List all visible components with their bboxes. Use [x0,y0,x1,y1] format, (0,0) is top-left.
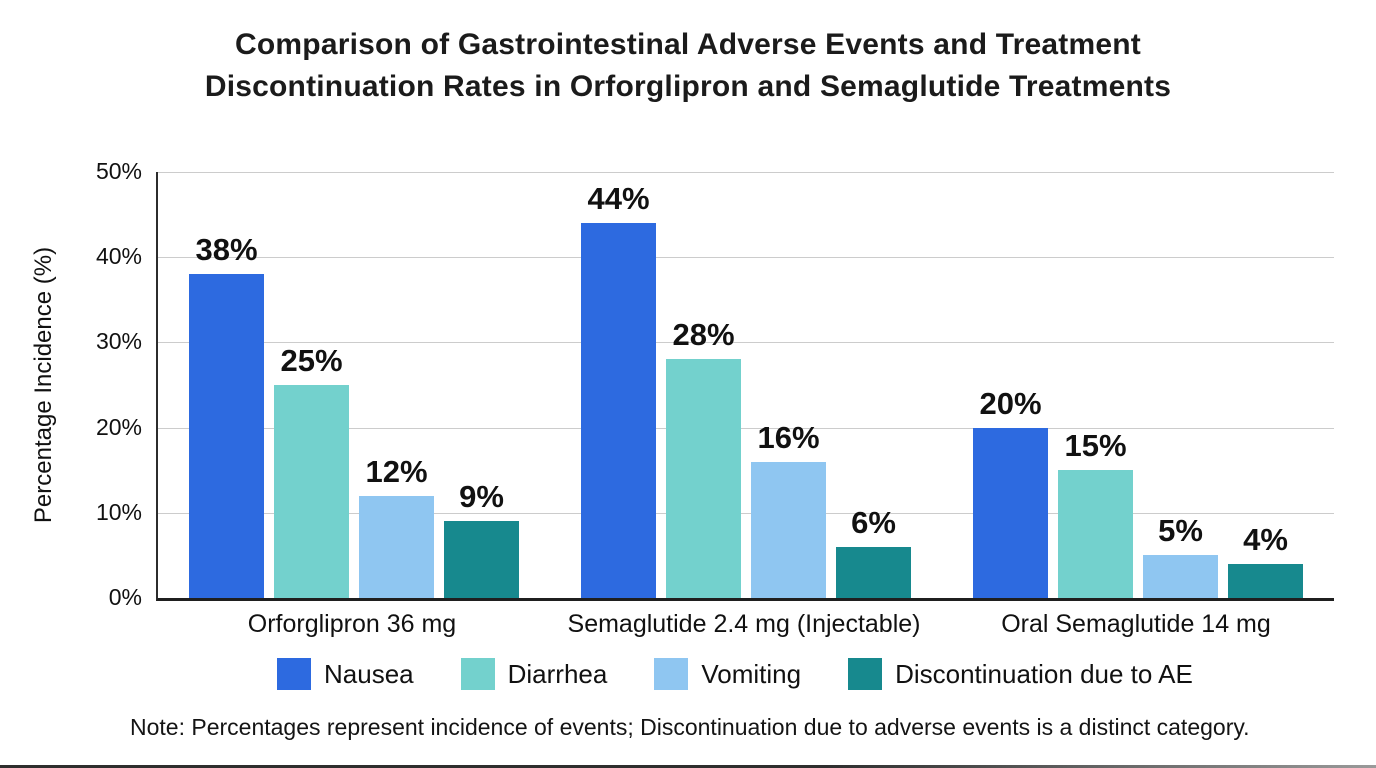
bar-value-label: 15% [1064,428,1127,464]
bar-value-label: 12% [365,453,428,489]
x-category-label-2: Semaglutide 2.4 mg (Injectable) [567,610,921,638]
bar-value-label: 28% [672,317,735,353]
y-tick-40: 40% [95,243,142,270]
plot-area: 38% 25% 12% 9% 44% 28% 16% 6% 20% 15% 5% 4% [156,172,1334,601]
bar-discontinuation-due-to-ae-group1 [444,521,519,598]
bar-discontinuation-due-to-ae-group3 [1228,563,1303,598]
bar-nausea-group3 [973,427,1048,598]
y-tick-0: 0% [108,584,142,610]
bar-discontinuation-due-to-ae-group2 [836,546,911,598]
y-tick-10: 10% [95,498,142,525]
bar-value-label: 5% [1158,513,1203,549]
gridline-10 [158,512,1334,514]
bar-vomiting-group1 [359,495,434,598]
y-tick-50: 50% [95,158,142,184]
chart-title-line-2: Discontinuation Rates in Orforglipron an… [204,70,1172,103]
legend-item-diarrhea: Diarrhea [460,658,608,690]
gridline-20 [158,427,1334,429]
legend-item-discontinuation-due-to-ae: Discontinuation due to AE [848,658,1193,690]
bar-nausea-group1 [189,274,264,598]
y-tick-30: 30% [95,328,142,355]
legend-swatch [654,658,689,690]
gridline-40 [158,257,1334,259]
bar-value-label: 44% [587,181,650,217]
bar-value-label: 4% [1243,521,1288,557]
bar-value-label: 25% [280,343,343,378]
bar-value-label: 20% [979,385,1042,421]
legend: Nausea Diarrhea Vomiting Discontinuation du… [277,658,1193,690]
legend-item-nausea: Nausea [277,658,414,690]
legend-label: Diarrhea [507,658,608,689]
chart-title: Comparison of Gastrointestinal Adverse E… [0,24,1376,108]
bar-diarrhea-group1 [274,385,349,598]
legend-swatch [277,658,311,690]
chart-note: Note: Percentages represent incidence of… [130,714,1250,740]
x-category-label-3: Oral Semaglutide 14 mg [1001,610,1271,638]
bar-vomiting-group2 [751,461,826,598]
legend-swatch [460,658,495,690]
bar-nausea-group2 [581,223,656,598]
bar-value-label: 9% [459,479,504,515]
x-category-label-1: Orforglipron 36 mg [247,610,457,638]
legend-label: Discontinuation due to AE [895,658,1193,689]
legend-item-vomiting: Vomiting [654,658,801,690]
gridline-30 [158,342,1334,344]
bar-diarrhea-group3 [1058,470,1133,598]
legend-label: Vomiting [701,658,802,689]
bar-diarrhea-group2 [666,359,741,598]
legend-swatch [848,658,883,690]
chart-title-line-1: Comparison of Gastrointestinal Adverse E… [235,28,1141,61]
y-axis-title: Percentage Incidence (%) [30,246,57,524]
bar-value-label: 6% [851,504,896,540]
bottom-edge-line [0,765,1376,768]
bar-value-label: 38% [195,232,258,268]
legend-label: Nausea [324,658,414,689]
y-tick-20: 20% [95,413,142,440]
bar-vomiting-group3 [1143,555,1218,598]
bar-value-label: 16% [757,419,820,455]
gridline-50 [158,172,1334,173]
